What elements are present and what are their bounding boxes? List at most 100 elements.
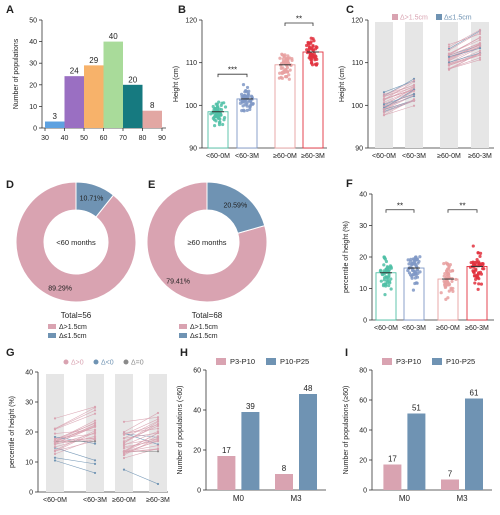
panel-g-point [156, 427, 160, 430]
panel-b-point [216, 105, 220, 109]
panel-c-legend-swatch [392, 14, 398, 20]
panel-b-point [277, 76, 281, 80]
panel-g-line [54, 433, 96, 439]
panel-g-legend-marker [123, 359, 129, 365]
panel-h-y-tick-label: 40 [193, 408, 201, 415]
panel-c-legend-swatch [436, 14, 442, 20]
panel-b-point [281, 66, 285, 70]
panel-g-legend-marker [93, 359, 99, 365]
panel-g-line [54, 438, 96, 455]
panel-g-point [156, 439, 160, 442]
panel-f-point [406, 258, 410, 262]
panel-g-legend-label: Δ>0 [71, 360, 84, 367]
panel-g-y-axis-title: percentile of height (%) [9, 396, 16, 468]
panel-c-line [448, 33, 481, 45]
panel-h-data-label: 48 [304, 384, 313, 393]
panel-f-point [476, 251, 480, 255]
panel-c-point [382, 114, 386, 117]
panel-f-point [473, 281, 477, 285]
panel-b-point [307, 46, 311, 50]
panel-f-point [439, 291, 443, 295]
panel-h-y-tick-label: 60 [193, 368, 201, 375]
panel-f-y-tick-label: 40 [359, 192, 367, 199]
panel-b-point [314, 63, 319, 67]
panel-d-value-label: 89.29% [48, 285, 72, 292]
panel-b-point [248, 107, 252, 112]
panel-c-point [412, 104, 416, 107]
panel-f-point [444, 261, 448, 265]
panel-b-point [310, 63, 315, 67]
panel-f-point [454, 277, 458, 282]
panel-a-y-tick-label: 10 [29, 104, 37, 111]
panel-d-value-label: 10.71% [80, 196, 104, 203]
panel-c-y-tick-label: 120 [351, 18, 363, 25]
panel-f-point [445, 267, 450, 271]
panel-c-point [478, 54, 482, 57]
panel-c-line [383, 100, 415, 114]
panel-g-legend-marker [63, 359, 69, 365]
panel-a-y-tick-label: 0 [33, 126, 37, 133]
panel-g-point [93, 421, 97, 424]
panel-g-line [54, 460, 96, 474]
panel-b-point [222, 115, 227, 120]
panel-c-x-tick-label: <60-0M [372, 153, 396, 160]
panel-b-point [309, 41, 313, 45]
panel-b-point [249, 94, 254, 98]
panel-g-point [156, 444, 160, 447]
panel-f-point [408, 259, 413, 263]
panel-c-line [448, 43, 481, 61]
panel-f-point [475, 257, 479, 262]
panel-i-legend-swatch [432, 358, 442, 365]
panel-c-point [478, 41, 482, 45]
panel-b-bar [302, 51, 324, 149]
panel-f-point [385, 280, 390, 285]
panel-g-y-tick-label: 30 [25, 400, 33, 407]
panel-f-y-axis-title: percentile of height (%) [343, 221, 350, 293]
panel-g-x-tick-label: ≥60-0M [112, 497, 136, 504]
panel-a-bar [123, 84, 143, 128]
panel-i-y-tick-label: 40 [359, 428, 367, 435]
panel-a-x-tick-label: 80 [139, 135, 147, 142]
panel-f-y-tick-label: 0 [363, 318, 367, 325]
panel-g-point [53, 435, 57, 439]
panel-c-line [448, 59, 481, 70]
panel-g-line [123, 416, 159, 423]
panel-g-point [156, 436, 160, 439]
panel-i-data-label: 51 [412, 404, 421, 413]
panel-c-line [383, 93, 415, 105]
panel-a-bar [64, 76, 84, 128]
panel-c-point [382, 103, 386, 106]
panel-i-x-tick-label: M3 [456, 494, 468, 503]
panel-g-point [53, 442, 57, 445]
panel-g-point [93, 459, 97, 462]
panel-b-y-tick-label: 90 [189, 146, 197, 153]
panel-d-legend-swatch [48, 333, 56, 338]
panel-c-y-tick-label: 100 [351, 103, 363, 110]
panel-c-point [447, 61, 451, 64]
panel-f-point [445, 273, 449, 277]
panel-c-line [383, 99, 415, 112]
panel-b-point [312, 39, 316, 43]
panel-i-data-label: 7 [448, 470, 453, 479]
panel-f-point [406, 268, 410, 273]
panel-g-point [53, 450, 57, 453]
panel-b-point [280, 52, 284, 56]
panel-c-point [478, 28, 482, 31]
panel-a-bar [103, 41, 123, 128]
panel-f-point [385, 269, 389, 273]
panel-f-point [481, 267, 485, 271]
panel-c-y-axis-title: Height (cm) [339, 66, 346, 102]
panel-d-legend-swatch [48, 324, 56, 329]
panel-a-x-tick-label: 40 [61, 135, 69, 142]
panel-f-point [389, 287, 393, 291]
panel-b-point [213, 124, 217, 128]
panel-b-y-tick-label: 120 [185, 18, 197, 25]
panel-d-total-label: Total=56 [61, 311, 92, 320]
panel-b-point [286, 54, 290, 58]
panel-b-point [285, 75, 289, 79]
panel-e-center-label: ≥60 months [187, 238, 226, 247]
panel-g-y-tick-label: 20 [25, 430, 33, 437]
panel-g-point [122, 456, 126, 460]
panel-f-point [417, 259, 421, 264]
panel-g-x-tick-label: <60-0M [43, 497, 67, 504]
